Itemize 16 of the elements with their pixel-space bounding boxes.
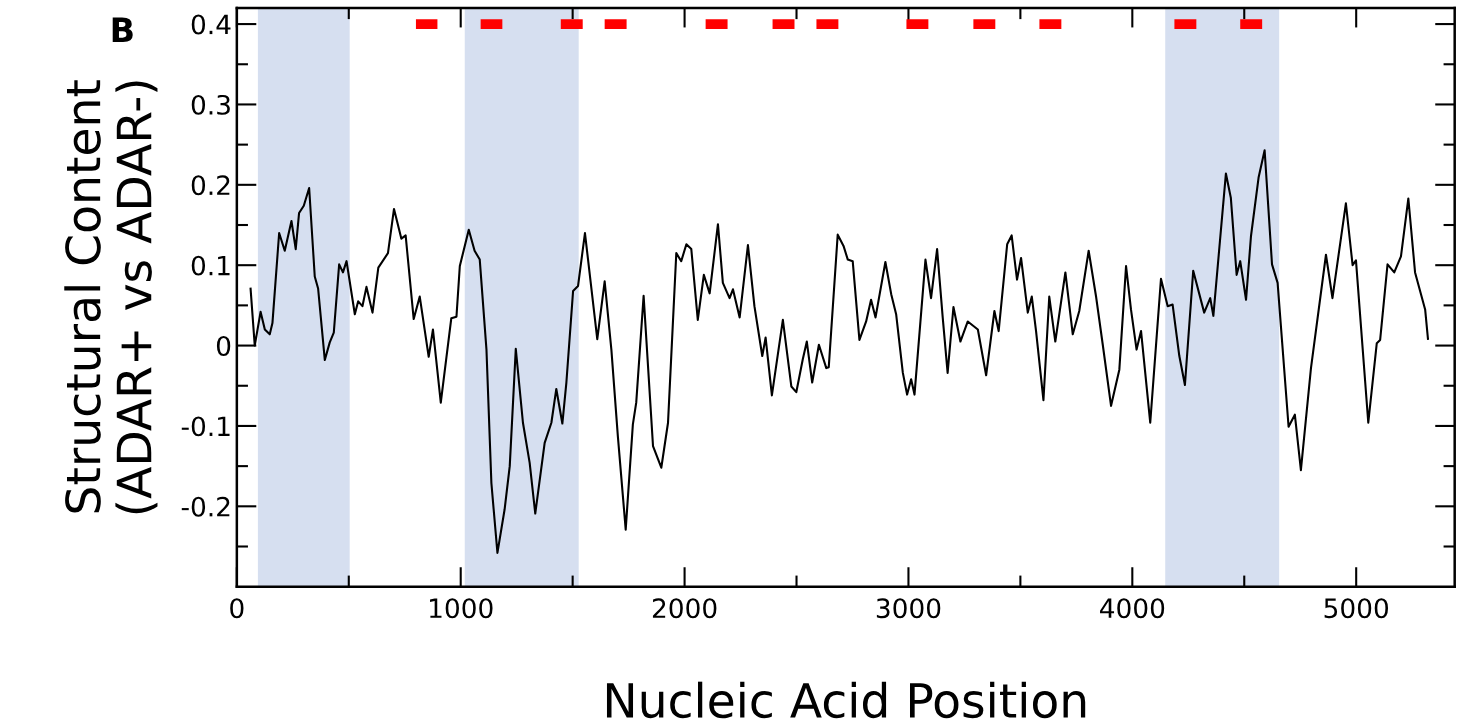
- x-tick-label: 2000: [652, 598, 717, 619]
- y-tick-label: 0.4: [191, 14, 231, 35]
- y-tick-label: 0.2: [191, 175, 230, 196]
- x-axis-title: Nucleic Acid Position: [606, 681, 1086, 719]
- y-tick-label: -0.2: [181, 496, 230, 517]
- y-axis-title: Structural Content (ADAR+ vs ADAR-): [64, 80, 158, 514]
- y-tick-label: 0: [216, 336, 231, 356]
- y-tick-label: 0.3: [191, 94, 230, 115]
- x-tick-label: 0: [230, 598, 244, 619]
- x-tick-label: 3000: [876, 598, 941, 619]
- x-tick-label: 1000: [430, 598, 493, 619]
- x-tick-label: 5000: [1324, 598, 1389, 619]
- y-tick-label: -0.1: [181, 416, 230, 437]
- x-tick-label: 4000: [1100, 598, 1165, 619]
- text: B: [112, 17, 133, 42]
- y-tick-label: 0.1: [191, 255, 230, 276]
